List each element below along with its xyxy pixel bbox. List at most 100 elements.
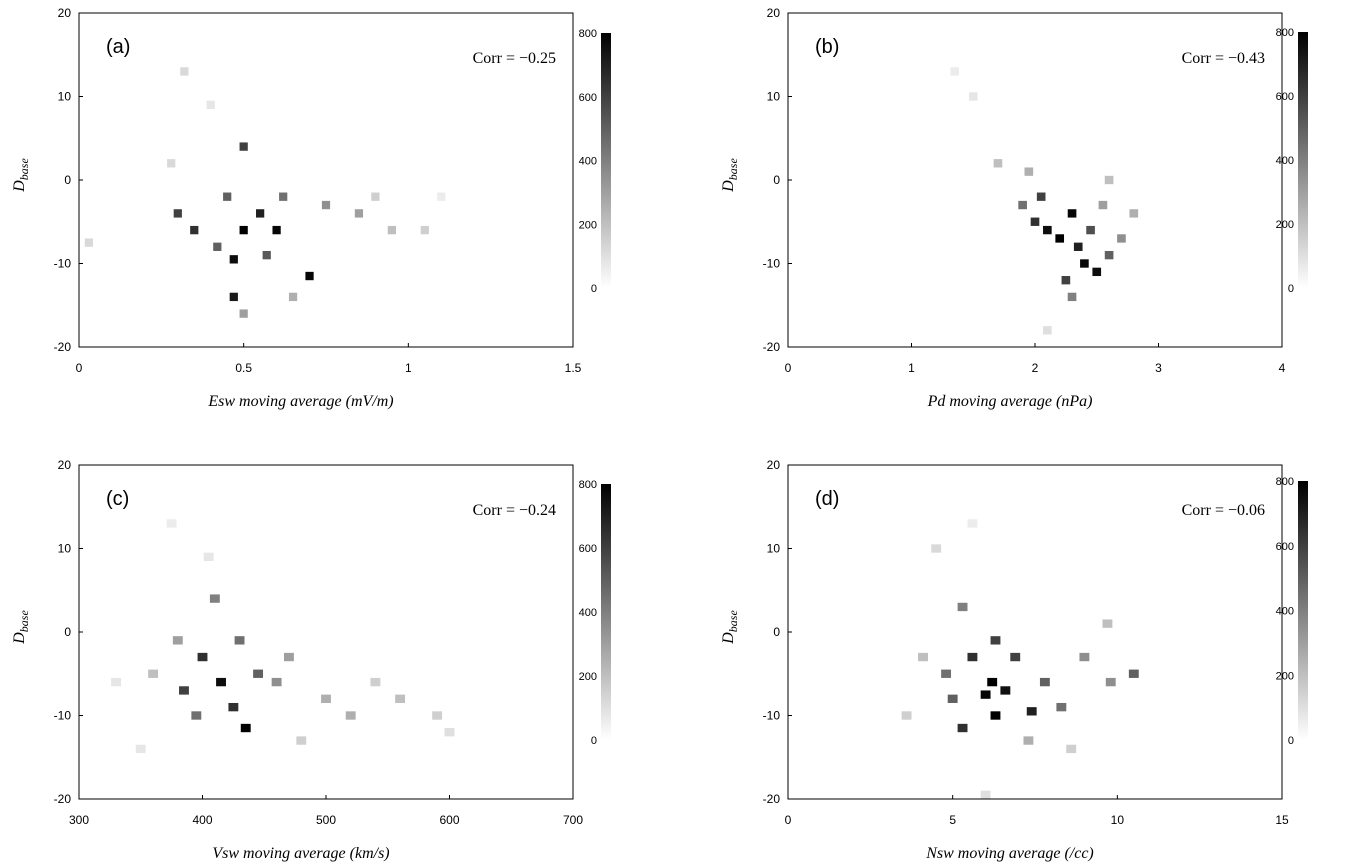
x-tick-label: 0 <box>76 361 83 375</box>
heatmap-cell <box>371 192 380 201</box>
correlation-annotation: Corr = −0.06 <box>1182 502 1265 519</box>
heatmap-cell <box>444 728 455 737</box>
heatmap-cell <box>190 225 199 235</box>
heatmap-cell <box>1117 234 1126 243</box>
x-tick-label: 1 <box>908 361 915 375</box>
heatmap-cell <box>1061 276 1071 285</box>
heatmap-cell <box>387 225 396 235</box>
heatmap-cell <box>1128 669 1139 678</box>
x-axis-label: Vsw moving average (km/s) <box>212 845 389 862</box>
x-tick-label: 4 <box>1279 361 1286 375</box>
colorbar-tick-label: 400 <box>579 607 597 619</box>
heatmap-cell <box>191 711 202 720</box>
heatmap-cell <box>1129 209 1139 218</box>
y-axis-label-subscript: base <box>17 610 31 633</box>
heatmap-cell <box>1030 217 1040 226</box>
heatmap-cell <box>957 602 968 612</box>
colorbar-tick-label: 0 <box>591 735 597 747</box>
heatmap-cell <box>1073 242 1083 251</box>
heatmap-cell <box>111 677 121 687</box>
heatmap-cell <box>228 702 239 712</box>
heatmap-cell <box>288 292 298 302</box>
heatmap-cell <box>354 209 364 218</box>
y-tick-label: 10 <box>767 90 781 104</box>
heatmap-cell <box>1079 652 1090 662</box>
heatmap-cell <box>1056 702 1067 712</box>
y-tick-label: 0 <box>64 625 71 639</box>
heatmap-cell <box>284 652 294 662</box>
y-tick-label: -10 <box>54 257 72 271</box>
heatmap-cell <box>1102 619 1113 628</box>
heatmap-panel-1: 0 0.5 1 1.5 20 10 0 -10 -20 (a) Corr = −0.25 Esw mo… <box>11 6 611 410</box>
heatmap-cell <box>1018 200 1027 210</box>
heatmap-cell <box>1055 234 1065 243</box>
y-axis-label-main: D <box>11 180 28 193</box>
x-tick-label: 10 <box>1111 813 1125 827</box>
y-axis-label-subscript: base <box>17 158 31 181</box>
colorbar-tick-label: 600 <box>1276 91 1294 103</box>
heatmap-cell <box>918 652 928 662</box>
heatmap-cell <box>167 159 176 168</box>
colorbar-tick-label: 800 <box>579 479 597 491</box>
heatmap-cell <box>180 67 189 76</box>
colorbar-tick-label: 600 <box>1276 541 1294 553</box>
y-tick-label: -20 <box>763 792 781 806</box>
colorbar <box>601 484 611 740</box>
x-tick-label: 2 <box>1032 361 1039 375</box>
y-tick-label: 10 <box>58 90 72 104</box>
x-tick-label: 0 <box>785 361 792 375</box>
colorbar-tick-label: 600 <box>579 92 597 104</box>
heatmap-cell <box>239 142 248 151</box>
y-axis-label-subscript: base <box>726 610 740 633</box>
correlation-annotation: Corr = −0.25 <box>473 50 556 67</box>
heatmap-cell <box>1080 259 1089 268</box>
x-tick-label: 500 <box>316 813 336 827</box>
heatmap-cell <box>148 669 159 678</box>
heatmap-cell <box>941 669 952 678</box>
colorbar-tick-label: 800 <box>579 28 597 40</box>
heatmap-cell <box>931 544 942 553</box>
heatmap-cell <box>432 711 443 720</box>
heatmap-cell <box>253 669 264 678</box>
heatmap-cell <box>980 790 991 799</box>
heatmap-cell <box>987 677 998 687</box>
heatmap-cell <box>901 711 912 720</box>
y-axis-label: Dbase <box>720 610 740 645</box>
x-tick-label: 400 <box>192 813 212 827</box>
heatmap-cell <box>279 192 288 201</box>
heatmap-cell <box>947 694 958 703</box>
heatmap-cell <box>216 677 226 687</box>
y-tick-label: 0 <box>64 173 71 187</box>
y-tick-label: 20 <box>767 458 781 472</box>
x-tick-label: 300 <box>69 813 89 827</box>
colorbar-tick-label: 200 <box>1276 219 1294 231</box>
colorbar-tick-label: 800 <box>1276 476 1294 488</box>
heatmap-cell <box>209 594 220 603</box>
heatmap-cell <box>1098 200 1108 210</box>
heatmap-cell <box>135 744 146 754</box>
y-tick-label: -20 <box>763 340 781 354</box>
heatmap-cell <box>1104 250 1114 260</box>
heatmap-cell <box>1039 677 1050 687</box>
heatmap-cell <box>256 209 265 218</box>
heatmap-cell <box>272 225 281 235</box>
heatmap-cell <box>968 92 978 101</box>
colorbar-tick-label: 400 <box>1276 155 1294 167</box>
y-tick-label: -10 <box>54 709 72 723</box>
heatmap-cell <box>84 238 93 247</box>
x-tick-label: 5 <box>949 813 956 827</box>
colorbar-tick-label: 800 <box>1276 27 1294 39</box>
heatmap-cell <box>296 736 307 745</box>
heatmap-cell <box>395 694 406 703</box>
heatmap-cell <box>1023 736 1034 745</box>
heatmap-cell <box>203 552 214 562</box>
heatmap-cell <box>173 209 182 218</box>
heatmap-cell <box>1026 707 1037 716</box>
y-tick-label: -10 <box>763 257 781 271</box>
colorbar <box>1298 32 1308 288</box>
heatmap-cell <box>1105 677 1116 687</box>
colorbar-tick-label: 200 <box>579 671 597 683</box>
heatmap-cell <box>1010 652 1021 662</box>
correlation-annotation: Corr = −0.43 <box>1182 50 1265 67</box>
heatmap-cell <box>967 652 978 662</box>
